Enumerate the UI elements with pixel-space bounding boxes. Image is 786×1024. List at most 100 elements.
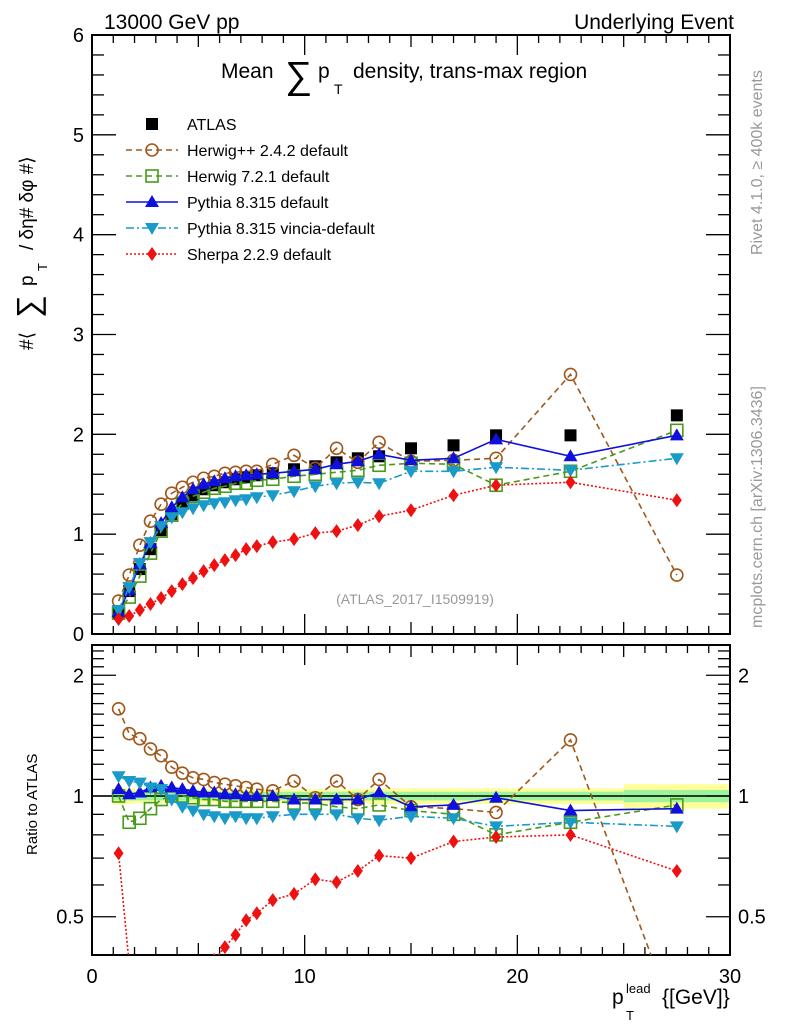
legend-label: Herwig 7.2.1 default [187,169,330,186]
legend-marker [146,118,158,130]
data-point [563,449,578,462]
header-right: Underlying Event [574,11,734,34]
ratio-data-point [489,805,503,820]
ratio-data-point [310,872,321,887]
ratio-series-pythia-8-315-vincia-default [111,771,684,834]
x-tick-label: 10 [294,966,316,988]
data-point [186,503,201,516]
ratio-data-point [133,731,147,746]
ratio-data-point [350,813,365,826]
data-point [177,577,188,592]
main-ylabel: #⟨ ∑ p T / δη# δφ #⟩ [10,156,50,350]
ratio-data-point [669,821,684,834]
ratio-data-point [164,794,179,807]
data-point [209,558,220,573]
ratio-data-point [132,777,147,790]
legend-marker [145,143,159,157]
legend-label: Pythia 8.315 vincia-default [187,221,375,238]
data-point [669,453,684,466]
legend-marker [147,247,157,261]
ratio-data-point [164,780,179,793]
ratio-data-point [196,809,211,822]
ratio-data-point [308,809,323,822]
ratio-data-point [154,784,169,797]
ratio-data-point [352,864,363,879]
main-plot: 0 1 2 3 4 5 6 [73,25,731,646]
ratio-data-point [350,792,365,805]
ratio-data-point [135,982,145,996]
x-tick-label: 30 [719,966,741,988]
data-point [134,603,145,618]
data-point [154,521,169,534]
series-atlas [112,409,683,620]
ratio-data-point [565,827,576,842]
ratio-data-point [446,797,461,810]
ratio-data-point [111,771,126,784]
legend-label: ATLAS [187,117,237,134]
ratio-data-point [196,785,211,798]
ratio-y-tick-label: 0.5 [56,907,84,929]
data-point [329,441,344,456]
data-point [289,532,300,547]
data-point [251,539,262,554]
ratio-data-point [167,982,177,996]
ratio-data-point [228,787,243,800]
ratio-data-point [372,798,386,812]
legend-marker [145,223,159,235]
legend-label: Sherpa 2.2.9 default [187,247,332,264]
data-point [188,571,199,586]
ratio-data-point [186,771,200,785]
data-point [352,518,363,533]
rivet-label: Rivet 4.1.0, ≥ 400k events [749,70,766,255]
ratio-data-point [489,821,504,834]
data-point [241,542,252,557]
data-point [374,509,385,524]
xlabel-sub: T [626,1008,634,1023]
ratio-data-point [133,811,147,826]
ratio-data-point [175,782,190,795]
data-point [564,429,577,442]
ylabel-part-5: / δη# δφ #⟩ [17,156,38,250]
data-point [239,468,254,481]
xlabel-p: p [612,986,624,1009]
ratio-data-point [186,783,201,796]
ratio-data-point [154,748,168,763]
data-point [228,469,243,482]
data-point [565,475,576,490]
ratio-data-point [563,817,578,830]
ratio-data-point [251,906,262,921]
data-point [164,512,179,525]
data-point [491,478,502,493]
ratio-data-point [372,815,387,828]
legend-entry: Pythia 8.315 default [126,195,329,212]
data-point [196,477,211,490]
ratio-y-tick-label: 1 [73,786,84,808]
legend-marker [145,169,159,183]
ratio-data-point [143,742,158,756]
data-point [122,582,137,595]
ratio-data-point [124,958,134,972]
data-point [446,466,461,479]
legend-entry: Herwig++ 2.4.2 default [126,143,349,160]
legend-label: Pythia 8.315 default [187,195,329,212]
ratio-data-point [113,846,124,861]
ratio-data-point [563,803,578,816]
ratio-data-point [228,811,243,824]
data-point [143,537,158,550]
data-point [265,466,280,479]
data-point [265,490,280,503]
ratio-data-point [111,782,126,795]
ratio-data-point [671,1018,683,1024]
data-point [310,526,321,541]
legend-label: Herwig++ 2.4.2 default [187,143,349,160]
data-point [249,467,264,480]
data-point [448,488,459,503]
ratio-series-sherpa-2-2-9-default [113,827,682,996]
ylabel-part-4: T [35,263,50,271]
ratio-series-herwig-2-4-2-default [111,701,683,1024]
data-point [124,609,135,624]
series-sherpa-2-2-9-default [113,475,682,627]
ratio-data-point [177,982,187,996]
data-point [446,451,461,464]
ratio-data-point [563,733,578,747]
